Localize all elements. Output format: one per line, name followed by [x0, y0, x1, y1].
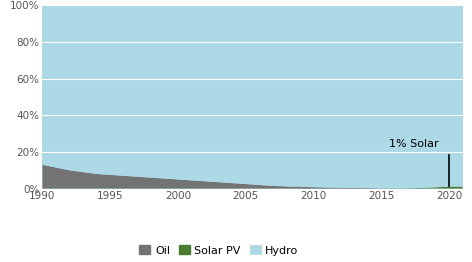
Legend: Oil, Solar PV, Hydro: Oil, Solar PV, Hydro — [135, 241, 303, 260]
Text: 1% Solar: 1% Solar — [388, 139, 438, 149]
